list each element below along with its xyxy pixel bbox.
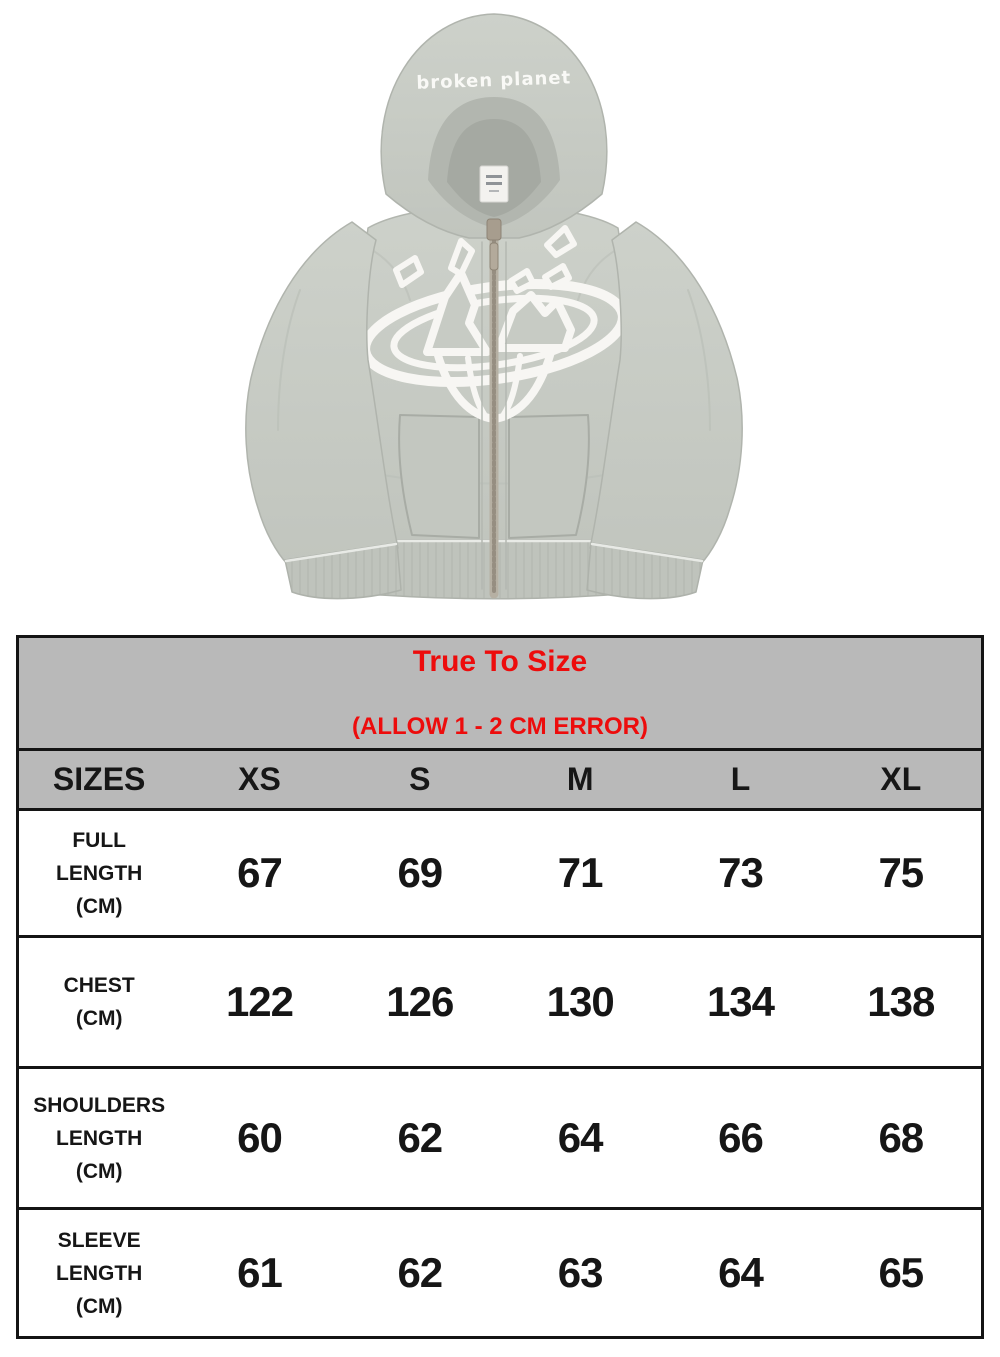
size-chart-title: True To Size bbox=[412, 645, 588, 678]
hoodie-sleeves bbox=[245, 221, 743, 566]
cell-value: 134 bbox=[706, 978, 775, 1025]
column-header-xl: XL bbox=[880, 761, 922, 797]
column-header-l: L bbox=[730, 761, 751, 797]
cell-value: 62 bbox=[397, 1249, 443, 1296]
zipper-pull bbox=[489, 242, 499, 271]
cell-value: 75 bbox=[878, 849, 924, 896]
cell-value: 66 bbox=[718, 1114, 764, 1161]
column-header-sizes: SIZES bbox=[52, 761, 146, 797]
cell-value: 68 bbox=[878, 1114, 924, 1161]
zipper bbox=[481, 218, 507, 599]
cell-value: 126 bbox=[386, 978, 454, 1025]
kangaroo-pockets bbox=[398, 414, 590, 539]
cell-value: 73 bbox=[718, 849, 764, 896]
cell-value: 64 bbox=[718, 1249, 764, 1296]
row-shoulders-length: SHOULDERS LENGTH (CM) 60 62 64 66 68 bbox=[19, 1069, 981, 1210]
row-label: SHOULDERS LENGTH (CM) bbox=[33, 1093, 166, 1183]
cell-value: 65 bbox=[878, 1249, 924, 1296]
row-label: FULL LENGTH (CM) bbox=[56, 828, 143, 918]
size-columns-header-row: SIZES XS S M L XL bbox=[19, 751, 981, 811]
hoodie-product-image: broken planet bbox=[245, 13, 743, 600]
debris-fragments bbox=[393, 225, 577, 294]
cell-value: 130 bbox=[546, 978, 615, 1025]
size-chart-table: True To Size (ALLOW 1 - 2 CM ERROR) SIZE… bbox=[16, 635, 984, 1339]
cell-value: 64 bbox=[557, 1114, 604, 1161]
cell-value: 69 bbox=[397, 849, 443, 896]
row-sleeve-length: SLEEVE LENGTH (CM) 61 62 63 64 65 bbox=[19, 1210, 981, 1336]
size-chart-header: True To Size (ALLOW 1 - 2 CM ERROR) bbox=[19, 638, 981, 751]
cell-value: 71 bbox=[557, 849, 604, 896]
row-full-length: FULL LENGTH (CM) 67 69 71 73 75 bbox=[19, 811, 981, 938]
hoodie-hood: broken planet bbox=[380, 13, 608, 239]
cell-value: 60 bbox=[237, 1114, 283, 1161]
cell-value: 61 bbox=[237, 1249, 283, 1296]
neck-label bbox=[479, 165, 509, 203]
cell-value: 67 bbox=[237, 849, 283, 896]
hoodie-cuffs bbox=[284, 542, 704, 600]
cell-value: 122 bbox=[225, 978, 294, 1025]
cell-value: 62 bbox=[397, 1114, 443, 1161]
cell-value: 63 bbox=[557, 1249, 604, 1296]
row-label: SLEEVE LENGTH (CM) bbox=[56, 1228, 143, 1318]
row-label: CHEST (CM) bbox=[63, 974, 135, 1030]
column-header-s: S bbox=[409, 761, 431, 797]
zipper-slider bbox=[486, 218, 502, 241]
size-chart-tolerance-note: (ALLOW 1 - 2 CM ERROR) bbox=[352, 712, 648, 740]
cell-value: 138 bbox=[867, 978, 935, 1025]
row-chest: CHEST (CM) 122 126 130 134 138 bbox=[19, 938, 981, 1069]
column-header-m: M bbox=[566, 761, 594, 797]
column-header-xs: XS bbox=[238, 761, 281, 797]
